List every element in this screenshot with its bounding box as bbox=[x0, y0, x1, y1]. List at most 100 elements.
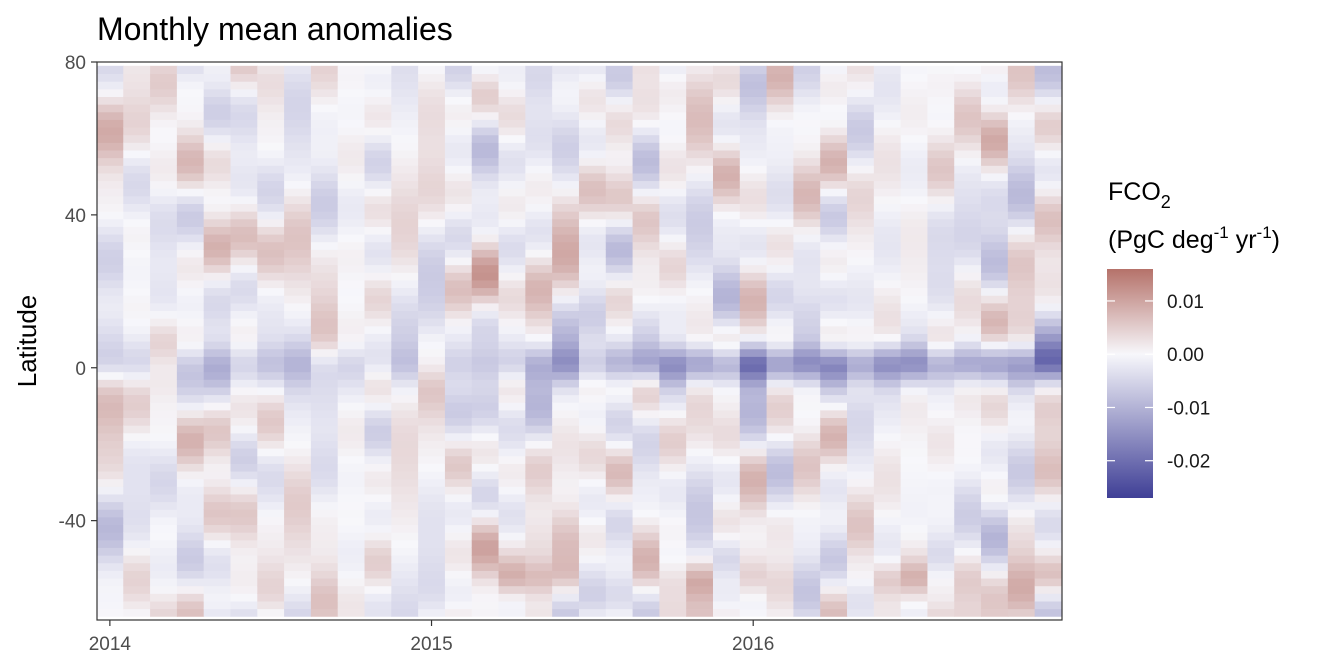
heatmap-cell bbox=[820, 188, 848, 197]
heatmap-cell bbox=[284, 379, 312, 388]
heatmap-cell bbox=[418, 371, 446, 380]
heatmap-cell bbox=[337, 493, 366, 503]
heatmap-cell bbox=[150, 302, 178, 312]
heatmap-cell bbox=[498, 96, 526, 105]
heatmap-cell bbox=[444, 562, 473, 571]
heatmap-cell bbox=[96, 126, 124, 136]
heatmap-cell bbox=[471, 608, 500, 617]
heatmap-cell bbox=[578, 188, 607, 197]
heatmap-cell bbox=[766, 570, 795, 579]
heatmap-cell bbox=[954, 478, 982, 487]
heatmap-cell bbox=[230, 608, 258, 617]
heatmap-cell bbox=[981, 386, 1009, 396]
heatmap-cell bbox=[1034, 524, 1063, 533]
heatmap-cell bbox=[525, 188, 553, 197]
heatmap-cell bbox=[552, 73, 580, 82]
heatmap-cell bbox=[954, 73, 982, 82]
heatmap-cell bbox=[96, 577, 124, 587]
heatmap-cell bbox=[847, 302, 875, 312]
heatmap-cell bbox=[1034, 149, 1063, 159]
heatmap-cell bbox=[123, 218, 151, 227]
heatmap-cell bbox=[444, 501, 473, 510]
heatmap-cell bbox=[873, 493, 902, 503]
heatmap-cell bbox=[847, 562, 875, 571]
heatmap-cell bbox=[284, 409, 312, 419]
heatmap-cell bbox=[176, 65, 205, 75]
heatmap-cell bbox=[793, 463, 821, 472]
heatmap-cell bbox=[337, 318, 366, 327]
heatmap-cell bbox=[498, 547, 526, 556]
heatmap-cell bbox=[364, 417, 392, 426]
heatmap-cell bbox=[96, 371, 124, 380]
heatmap-cell bbox=[364, 547, 392, 556]
legend-title-main: FCO bbox=[1108, 178, 1161, 206]
heatmap-cell bbox=[847, 432, 875, 441]
heatmap-cell bbox=[552, 172, 580, 182]
heatmap-cell bbox=[927, 455, 955, 464]
heatmap-cell bbox=[552, 279, 580, 289]
heatmap-cell bbox=[176, 165, 205, 174]
heatmap-cell bbox=[712, 386, 741, 396]
heatmap-cell bbox=[391, 295, 419, 304]
heatmap-cell bbox=[471, 226, 500, 235]
heatmap-cell bbox=[337, 593, 366, 602]
heatmap-cell bbox=[176, 195, 205, 205]
heatmap-cell bbox=[820, 402, 848, 411]
heatmap-cell bbox=[927, 417, 955, 426]
heatmap-cell bbox=[873, 279, 902, 289]
heatmap-cell bbox=[444, 88, 473, 97]
heatmap-cell bbox=[873, 104, 902, 113]
heatmap-cell bbox=[123, 341, 151, 350]
heatmap-cell bbox=[873, 149, 902, 159]
heatmap-cell bbox=[1034, 593, 1063, 602]
heatmap-cell bbox=[418, 432, 446, 441]
heatmap-cell bbox=[418, 402, 446, 411]
heatmap-cell bbox=[1034, 310, 1063, 319]
heatmap-cell bbox=[820, 249, 848, 258]
heatmap-cell bbox=[820, 310, 848, 319]
heatmap-cell bbox=[739, 371, 768, 380]
heatmap-cell bbox=[900, 172, 929, 182]
heatmap-cell bbox=[284, 134, 312, 143]
heatmap-cell bbox=[686, 272, 714, 281]
heatmap-cell bbox=[230, 440, 258, 449]
heatmap-cell bbox=[1034, 104, 1063, 113]
heatmap-cell bbox=[605, 402, 634, 411]
heatmap-cell bbox=[900, 440, 929, 449]
heatmap-cell bbox=[632, 363, 660, 373]
heatmap-cell bbox=[444, 104, 473, 113]
heatmap-cell bbox=[873, 310, 902, 319]
heatmap-cell bbox=[123, 119, 151, 128]
heatmap-cell bbox=[176, 455, 205, 464]
heatmap-cell bbox=[150, 211, 178, 220]
heatmap-cell bbox=[1007, 279, 1036, 289]
heatmap-cell bbox=[176, 448, 205, 457]
heatmap-cell bbox=[337, 256, 366, 266]
heatmap-cell bbox=[391, 119, 419, 128]
heatmap-cell bbox=[1007, 493, 1036, 503]
heatmap-cell bbox=[739, 509, 768, 518]
heatmap-cell bbox=[176, 233, 205, 243]
heatmap-cell bbox=[632, 501, 660, 510]
heatmap-cell bbox=[659, 470, 687, 480]
heatmap-cell bbox=[659, 241, 687, 250]
heatmap-cell bbox=[444, 379, 473, 388]
heatmap-cell bbox=[150, 157, 178, 166]
heatmap-cell bbox=[927, 149, 955, 159]
heatmap-cell bbox=[471, 516, 500, 526]
heatmap-cell bbox=[900, 157, 929, 166]
heatmap-cell bbox=[418, 81, 446, 90]
heatmap-cell bbox=[150, 88, 178, 97]
heatmap-cell bbox=[471, 341, 500, 350]
heatmap-cell bbox=[847, 448, 875, 457]
heatmap-cell bbox=[525, 509, 553, 518]
heatmap-cell bbox=[739, 493, 768, 503]
heatmap-cell bbox=[418, 386, 446, 396]
heatmap-cell bbox=[847, 333, 875, 342]
heatmap-cell bbox=[793, 65, 821, 75]
heatmap-cell bbox=[418, 455, 446, 464]
heatmap-cell bbox=[900, 509, 929, 518]
heatmap-cell bbox=[659, 149, 687, 159]
heatmap-cell bbox=[310, 142, 339, 151]
heatmap-cell bbox=[96, 165, 124, 174]
